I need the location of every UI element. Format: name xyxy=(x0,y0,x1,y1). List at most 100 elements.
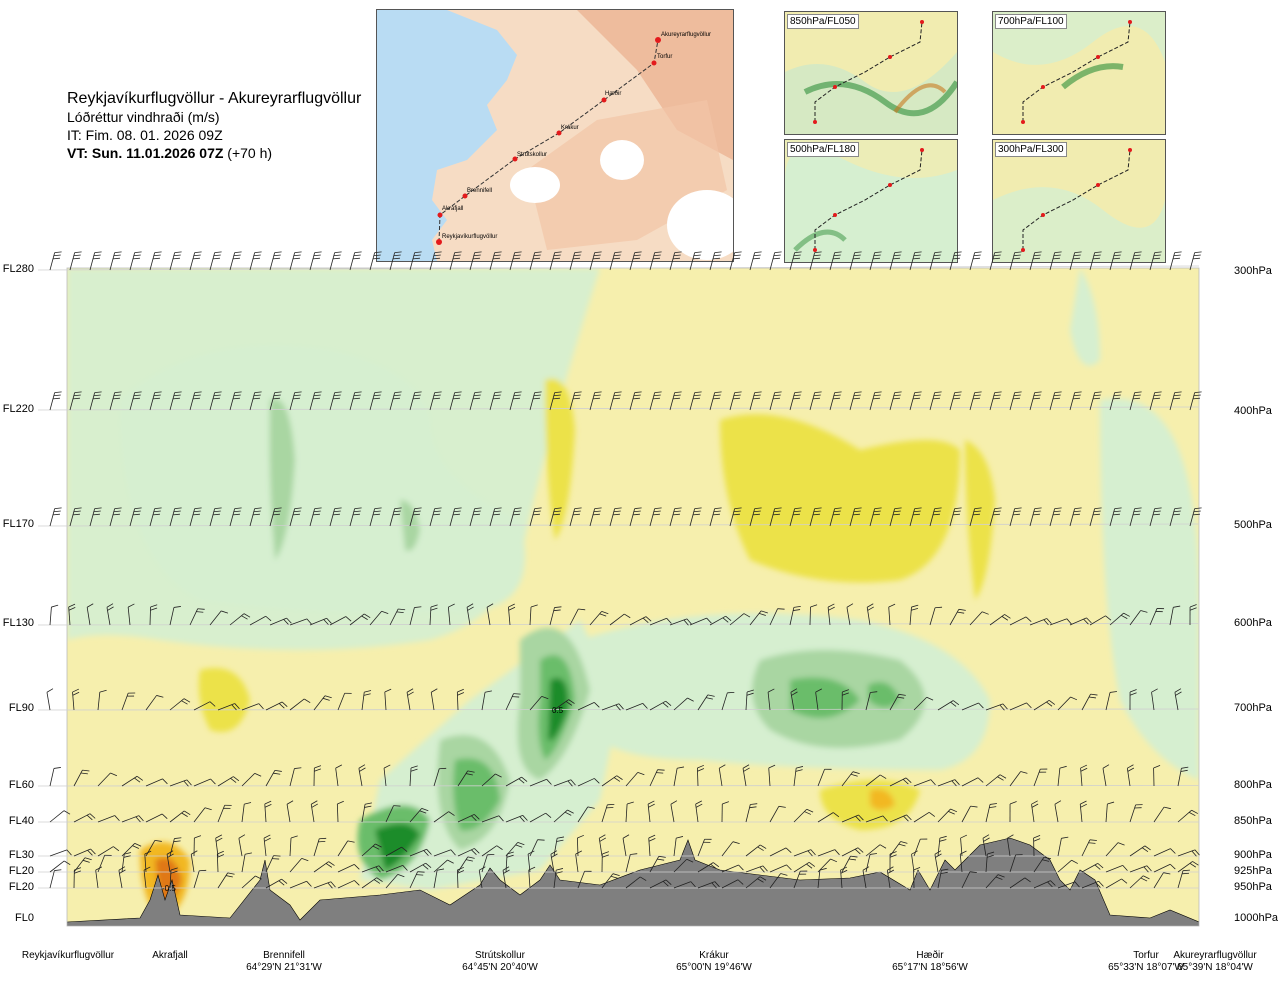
wind-barb xyxy=(229,613,251,626)
wind-barb xyxy=(149,391,162,411)
wind-barb xyxy=(869,391,882,411)
wind-barb xyxy=(238,834,246,857)
level-panel-700[interactable]: 700hPa/FL100 xyxy=(992,11,1166,135)
station-akrafjall: Akrafjall xyxy=(152,950,188,961)
level-label: 500hPa/FL180 xyxy=(787,142,859,157)
wind-barb xyxy=(829,391,842,411)
wind-barb xyxy=(913,838,928,857)
wind-barb xyxy=(265,855,281,873)
level-panel-500[interactable]: 500hPa/FL180 xyxy=(784,139,958,263)
wind-barb xyxy=(313,765,322,787)
wind-barb xyxy=(481,773,502,787)
wind-barb xyxy=(145,813,168,823)
wind-barb xyxy=(73,769,90,787)
wind-barb xyxy=(49,604,59,626)
wind-barb xyxy=(121,842,142,857)
wind-barb xyxy=(549,391,562,411)
level-line xyxy=(37,623,1200,626)
station-krakur: Krákur 65°00'N 19°46'W xyxy=(676,950,752,973)
wind-barb xyxy=(1177,869,1190,889)
wind-barb xyxy=(647,800,655,823)
wind-barb xyxy=(577,778,600,787)
wind-barb xyxy=(769,847,792,857)
wind-barb xyxy=(886,866,895,889)
level-panel-500-svg xyxy=(785,140,957,262)
map-label-3: Krákur xyxy=(561,125,579,131)
wind-barb xyxy=(1189,391,1202,411)
wind-barb xyxy=(913,779,936,787)
map-label-1: Torfur xyxy=(657,54,672,60)
wind-barb xyxy=(528,866,536,889)
wind-barb xyxy=(361,843,382,857)
wind-barb xyxy=(249,391,262,411)
glacier-langjokull xyxy=(510,167,560,203)
wind-barb xyxy=(1033,699,1056,711)
wind-barb xyxy=(505,814,528,823)
wind-barb xyxy=(409,871,425,889)
pressure-label: 600hPa xyxy=(1234,617,1272,629)
wind-barb xyxy=(313,837,327,857)
wind-barb xyxy=(289,767,302,787)
wind-barb xyxy=(109,507,122,527)
wind-barb xyxy=(109,391,122,411)
station-akureyri: Akureyrarflugvöllur 65°39'N 18°04'W xyxy=(1173,950,1257,973)
wind-barb xyxy=(241,703,264,711)
wind-barb xyxy=(68,603,76,626)
wind-barb xyxy=(1105,865,1128,873)
fl-label: FL280 xyxy=(2,263,34,275)
wind-barb xyxy=(1153,863,1176,873)
wind-barb xyxy=(1049,507,1062,527)
wind-barb xyxy=(1153,765,1161,787)
wind-barb xyxy=(1153,872,1171,889)
wind-barb xyxy=(889,507,902,527)
level-panel-300[interactable]: 300hPa/FL300 xyxy=(992,139,1166,263)
pressure-label: 850hPa xyxy=(1234,815,1272,827)
wind-barb xyxy=(649,769,665,787)
wind-barb xyxy=(1081,863,1104,873)
wind-barb xyxy=(313,861,335,873)
wind-barb xyxy=(729,613,751,626)
wind-barb xyxy=(129,391,142,411)
wind-barb xyxy=(489,507,502,527)
glacier-vatnajokull xyxy=(667,190,733,260)
wind-barb xyxy=(527,850,535,873)
wind-barb xyxy=(745,844,767,857)
route-map[interactable]: Akureyrarflugvöllur Torfur Hæðir Krákur … xyxy=(376,9,734,262)
wind-barb xyxy=(69,251,82,271)
fl-label: FL90 xyxy=(8,702,34,714)
wind-barb xyxy=(409,507,422,527)
wind-barb xyxy=(1029,618,1052,626)
wind-barb xyxy=(209,507,222,527)
wind-barb xyxy=(241,802,252,823)
wind-barb xyxy=(1009,391,1022,411)
wind-barb xyxy=(959,850,967,873)
wind-barb xyxy=(849,391,862,411)
wind-barb xyxy=(249,615,272,626)
wind-barb xyxy=(745,876,767,889)
wind-barb xyxy=(129,507,142,527)
wind-barb xyxy=(478,866,486,889)
pressure-label: 300hPa xyxy=(1234,265,1272,277)
wind-barb xyxy=(961,702,984,711)
wind-barb xyxy=(1129,610,1148,626)
wind-barb xyxy=(1129,845,1151,857)
wind-barb xyxy=(329,507,342,527)
wind-barb xyxy=(429,391,442,411)
wind-barb xyxy=(46,688,54,711)
level-line xyxy=(37,523,1200,527)
wind-barb xyxy=(721,864,744,873)
wind-barb xyxy=(241,852,252,873)
level-panel-850[interactable]: 850hPa/FL050 xyxy=(784,11,958,135)
wind-barb xyxy=(649,855,666,873)
wind-barb xyxy=(349,391,362,411)
wind-barb xyxy=(457,848,480,857)
wind-barb xyxy=(609,613,631,626)
wind-barb xyxy=(385,864,408,873)
fl-label: FL220 xyxy=(2,403,34,415)
wind-barb xyxy=(97,846,120,857)
wind-barb xyxy=(361,865,384,873)
wind-barb xyxy=(1009,801,1017,823)
wind-barb xyxy=(49,767,61,787)
wind-barb xyxy=(143,866,151,889)
wind-barb xyxy=(1129,875,1150,889)
